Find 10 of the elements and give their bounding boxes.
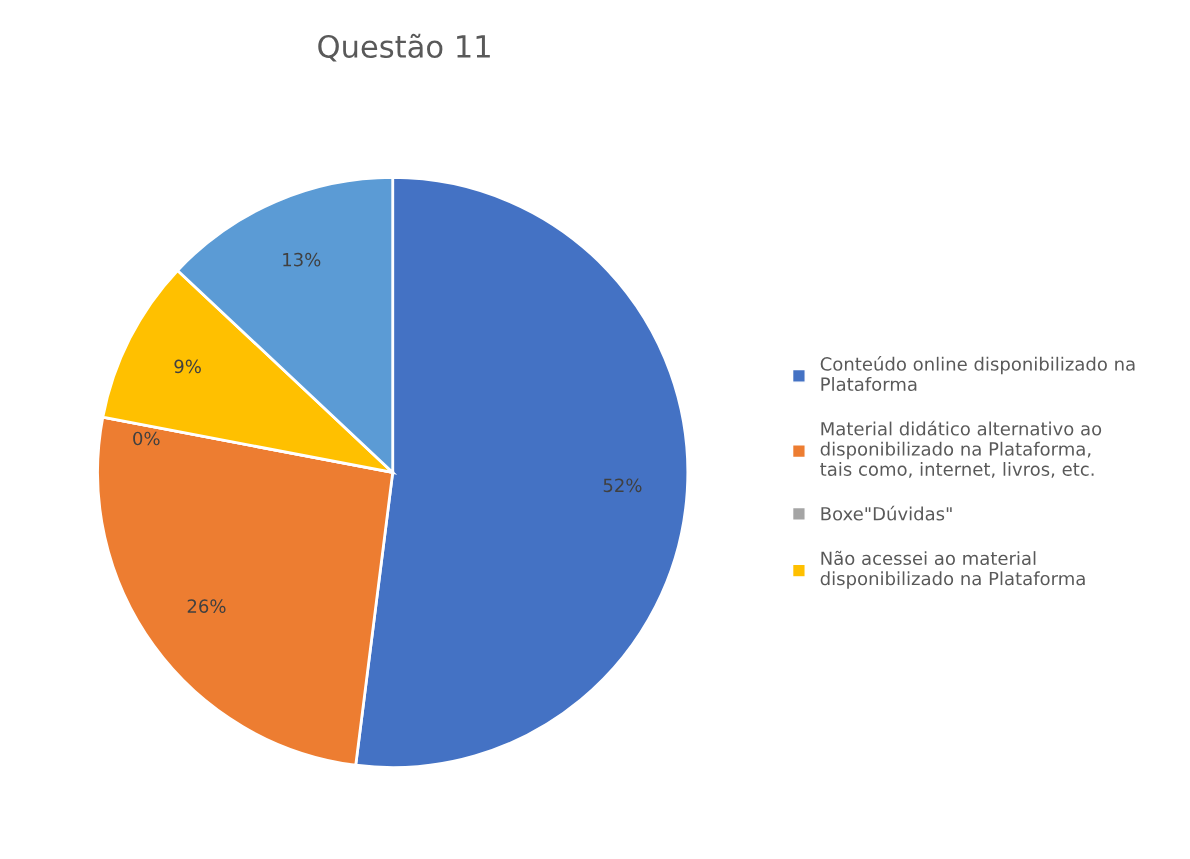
data-label: 9%: [174, 359, 201, 374]
legend-label: Boxe"Dúvidas": [821, 505, 952, 521]
data-label: 13%: [283, 252, 321, 267]
data-label: 52%: [603, 478, 642, 493]
legend-label: Material didático alternativo ao disponibilizado na Plataforma, tais como, internet, livros, etc.: [820, 420, 1102, 478]
data-label: 26%: [187, 599, 226, 613]
chart-title: Questão 11: [318, 33, 490, 62]
legend-label: Conteúdo online disponibilizado na Plataforma: [820, 356, 1135, 391]
text: 0%: [133, 431, 160, 446]
legend-label: Não acessei ao material disponibilizado na Plataforma: [820, 550, 1085, 589]
